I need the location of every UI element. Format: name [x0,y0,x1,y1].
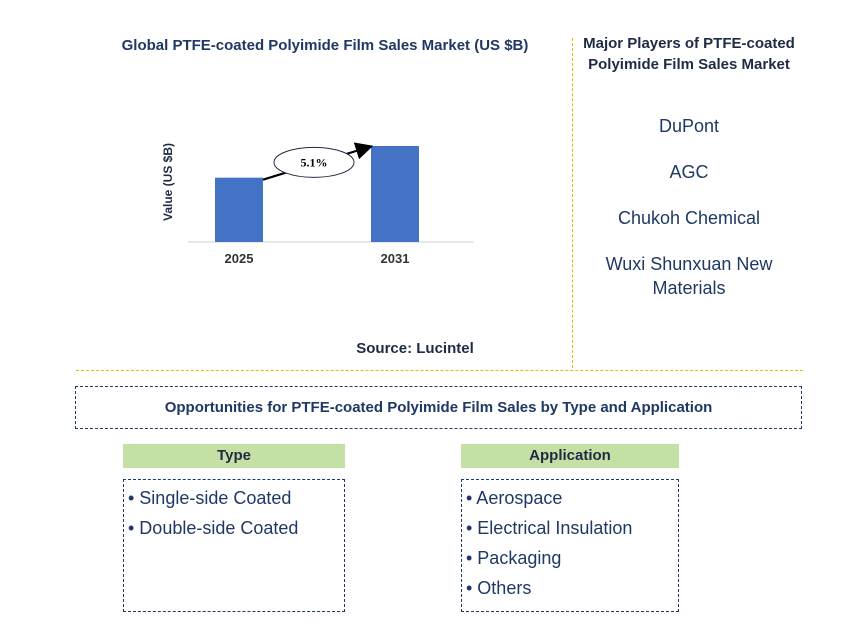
y-axis-label: Value (US $B) [161,143,175,221]
application-list: • Aerospace • Electrical Insulation • Pa… [461,479,679,612]
type-item: • Single-side Coated [128,488,292,508]
player-name: DuPont [658,116,720,136]
growth-annotation-label: 5.1% [301,155,328,169]
application-header: Application [461,444,679,468]
x-tick-label: 2025 [225,251,254,266]
bar-2031 [371,146,419,242]
player-name: Wuxi Shunxuan New Materials [605,254,773,298]
player-name: AGC [669,162,709,182]
type-item: • Double-side Coated [128,518,299,538]
x-tick-label: 2031 [381,251,410,266]
players-title: Major Players of PTFE-coated Polyimide F… [583,35,795,73]
source-label: Source: Lucintel [356,340,474,357]
application-item: • Packaging [466,548,562,568]
type-list: • Single-side Coated • Double-side Coate… [123,479,345,612]
bar-2025 [215,177,263,242]
vertical-divider [572,38,573,368]
application-item: • Aerospace [466,488,563,508]
application-item: • Electrical Insulation [466,518,633,538]
horizontal-divider [76,370,803,371]
application-item: • Others [466,578,532,598]
type-header: Type [123,444,345,468]
opportunities-title: Opportunities for PTFE-coated Polyimide … [75,386,802,429]
chart-title: Global PTFE-coated Polyimide Film Sales … [121,37,529,54]
bar-chart: Value (US $B) 2025 2031 5.1% [161,142,474,266]
player-name: Chukoh Chemical [617,208,761,228]
growth-annotation-bubble [273,146,355,178]
